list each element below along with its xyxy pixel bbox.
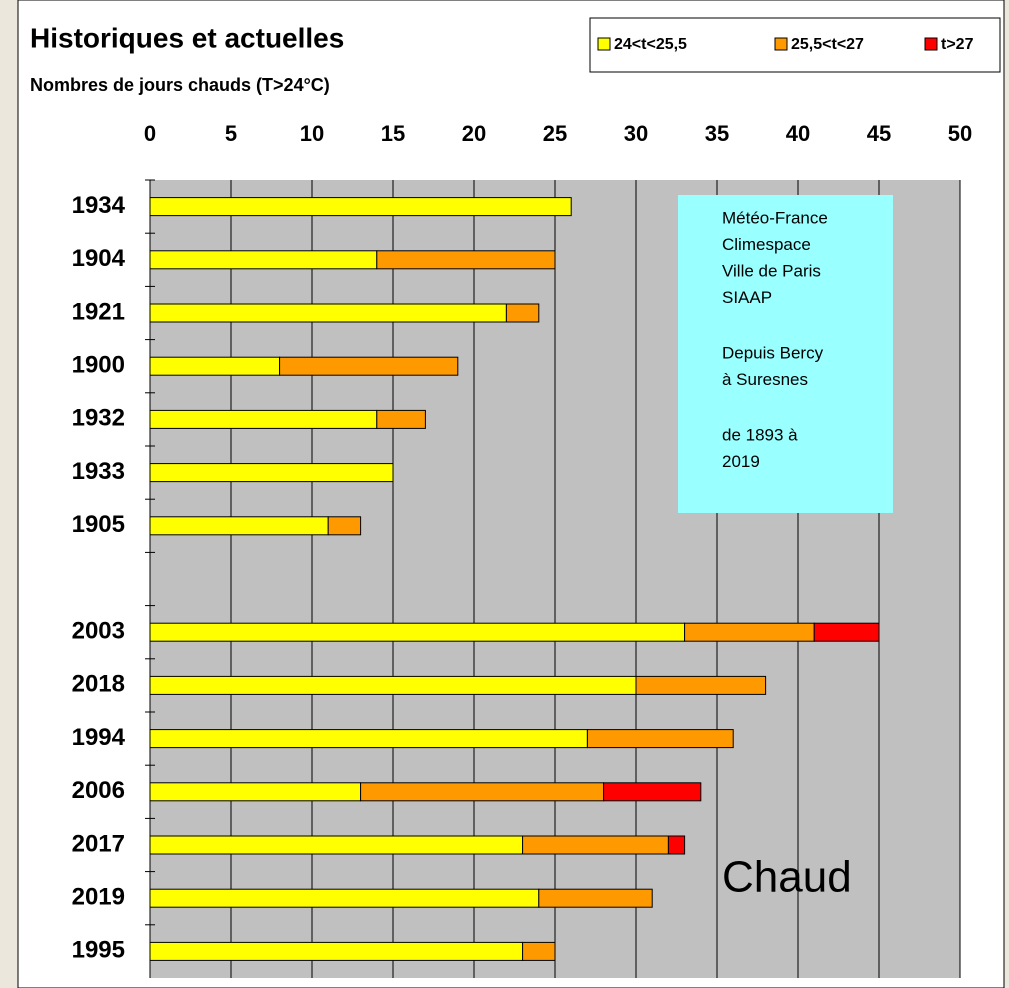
x-tick-label: 25 [543, 121, 567, 146]
annotation-text: Météo-France [722, 208, 828, 227]
annotation-box [678, 195, 893, 513]
y-tick-label: 1995 [72, 937, 125, 964]
bar-segment [376, 250, 556, 270]
y-tick-label: 1934 [72, 192, 126, 219]
legend-swatch [597, 37, 611, 51]
bar-segment [149, 835, 524, 855]
y-tick-label: 2003 [72, 618, 125, 645]
bar-segment [667, 835, 686, 855]
bar-segment [360, 782, 605, 802]
y-tick-label: 2018 [72, 671, 125, 698]
y-tick-label: 1994 [72, 724, 126, 751]
bar-segment [813, 622, 880, 642]
bar-segment [149, 729, 588, 749]
legend-swatch [924, 37, 938, 51]
x-tick-label: 5 [225, 121, 237, 146]
bar-segment [376, 409, 426, 429]
y-tick-label: 2019 [72, 884, 125, 911]
y-tick-label: 1921 [72, 298, 125, 325]
annotation-text: à Suresnes [722, 370, 808, 389]
y-tick-label: 1900 [72, 352, 125, 379]
bar-segment [538, 888, 653, 908]
bar-segment [586, 729, 734, 749]
x-tick-label: 40 [786, 121, 810, 146]
annotation-text: SIAAP [722, 288, 772, 307]
x-tick-label: 35 [705, 121, 729, 146]
x-tick-label: 0 [144, 121, 156, 146]
annotation-text: Climespace [722, 235, 811, 254]
bar-segment [149, 941, 524, 961]
chart-subtitle: Nombres de jours chauds (T>24°C) [30, 75, 330, 95]
bar-segment [149, 888, 540, 908]
x-tick-label: 10 [300, 121, 324, 146]
annotation-text: 2019 [722, 452, 760, 471]
bar-segment [327, 516, 362, 536]
x-tick-label: 45 [867, 121, 891, 146]
y-tick-label: 1933 [72, 458, 125, 485]
bar-segment [149, 409, 378, 429]
y-tick-label: 1932 [72, 405, 125, 432]
x-tick-label: 50 [948, 121, 972, 146]
bar-segment [149, 516, 329, 536]
legend-label: 24<t<25,5 [614, 36, 687, 53]
chaud-label: Chaud [722, 853, 852, 902]
bar-segment [149, 782, 362, 802]
bar-segment [684, 622, 815, 642]
chart-title: Historiques et actuelles [30, 22, 344, 53]
bar-segment [149, 622, 686, 642]
x-tick-label: 15 [381, 121, 405, 146]
bar-segment [149, 197, 572, 217]
bar-segment [635, 675, 767, 695]
legend-label: 25,5<t<27 [791, 36, 864, 53]
annotation-text: de 1893 à [722, 425, 798, 444]
bar-segment [149, 463, 394, 483]
y-tick-label: 1905 [72, 511, 125, 538]
bar-segment [522, 941, 556, 961]
x-tick-label: 20 [462, 121, 486, 146]
bar-segment [522, 835, 669, 855]
annotation-text: Depuis Bercy [722, 343, 824, 362]
bar-segment [279, 356, 459, 376]
y-tick-label: 2017 [72, 830, 125, 857]
bar-segment [149, 303, 507, 323]
y-tick-label: 2006 [72, 777, 125, 804]
legend-swatch [774, 37, 788, 51]
legend-label: t>27 [941, 36, 974, 53]
x-tick-label: 30 [624, 121, 648, 146]
bar-segment [149, 675, 637, 695]
bar-segment [149, 356, 281, 376]
bar-segment [603, 782, 702, 802]
bar-segment [505, 303, 540, 323]
bar-segment [149, 250, 378, 270]
y-tick-label: 1904 [72, 245, 126, 272]
annotation-text: Ville de Paris [722, 261, 821, 280]
